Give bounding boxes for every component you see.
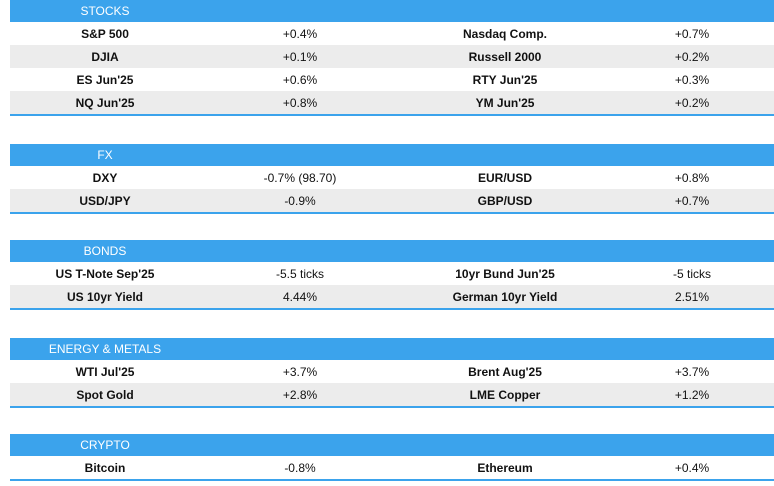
instrument-name: YM Jun'25 [475,95,535,110]
section-header: STOCKS [10,0,774,22]
section-title: CRYPTO [80,438,130,452]
crypto-section: CRYPTO Bitcoin -0.8% Ethereum +0.4% [10,434,774,481]
section-divider [10,212,774,214]
instrument-value: -5.5 ticks [275,266,324,281]
stocks-section: STOCKS S&P 500 +0.4% Nasdaq Comp. +0.7% … [10,0,774,116]
instrument-value: 4.44% [282,289,318,304]
instrument-name: WTI Jul'25 [75,364,135,379]
section-title: ENERGY & METALS [48,342,162,356]
table-row: Bitcoin -0.8% Ethereum +0.4% [10,456,774,479]
instrument-value: +2.8% [282,387,318,402]
instrument-name: EUR/USD [477,170,532,185]
instrument-name: DXY [92,170,118,185]
instrument-value: +0.2% [674,49,710,64]
instrument-value: +3.7% [282,364,318,379]
table-row: US 10yr Yield 4.44% German 10yr Yield 2.… [10,285,774,308]
instrument-value: +0.7% [674,26,710,41]
instrument-value: +0.8% [674,170,710,185]
instrument-name: US 10yr Yield [66,289,144,304]
table-row: DJIA +0.1% Russell 2000 +0.2% [10,45,774,68]
instrument-name: DJIA [91,49,119,64]
instrument-name: Ethereum [477,460,533,475]
instrument-value: -0.9% [284,193,316,208]
instrument-name: German 10yr Yield [452,289,558,304]
instrument-name: GBP/USD [477,193,533,208]
instrument-name: LME Copper [469,387,541,402]
instrument-name: S&P 500 [81,26,129,41]
instrument-name: US T-Note Sep'25 [55,266,155,281]
section-title: STOCKS [80,4,130,18]
table-row: DXY -0.7% (98.70) EUR/USD +0.8% [10,166,774,189]
fx-section: FX DXY -0.7% (98.70) EUR/USD +0.8% USD/J… [10,144,774,214]
section-title: FX [97,148,113,162]
instrument-value: +0.1% [282,49,318,64]
section-header: CRYPTO [10,434,774,456]
instrument-value: -0.7% (98.70) [263,170,337,185]
instrument-value: +1.2% [674,387,710,402]
instrument-name: Brent Aug'25 [468,364,542,379]
instrument-name: RTY Jun'25 [472,72,538,87]
instrument-name: ES Jun'25 [76,72,134,87]
instrument-value: +3.7% [674,364,710,379]
instrument-value: +0.4% [282,26,318,41]
instrument-name: 10yr Bund Jun'25 [455,266,555,281]
instrument-name: NQ Jun'25 [75,95,135,110]
instrument-value: +0.6% [282,72,318,87]
instrument-value: +0.2% [674,95,710,110]
energy-metals-section: ENERGY & METALS WTI Jul'25 +3.7% Brent A… [10,338,774,408]
table-row: Spot Gold +2.8% LME Copper +1.2% [10,383,774,406]
table-row: USD/JPY -0.9% GBP/USD +0.7% [10,189,774,212]
section-header: ENERGY & METALS [10,338,774,360]
instrument-name: USD/JPY [79,193,131,208]
section-divider [10,114,774,116]
section-divider [10,308,774,310]
instrument-name: Bitcoin [84,460,126,475]
bonds-section: BONDS US T-Note Sep'25 -5.5 ticks 10yr B… [10,240,774,310]
section-divider [10,406,774,408]
instrument-name: Nasdaq Comp. [462,26,547,41]
instrument-value: +0.7% [674,193,710,208]
table-row: US T-Note Sep'25 -5.5 ticks 10yr Bund Ju… [10,262,774,285]
section-header: FX [10,144,774,166]
instrument-value: -5 ticks [672,266,711,281]
instrument-name: Spot Gold [76,387,134,402]
section-divider [10,479,774,481]
instrument-value: +0.4% [674,460,710,475]
table-row: ES Jun'25 +0.6% RTY Jun'25 +0.3% [10,68,774,91]
table-row: NQ Jun'25 +0.8% YM Jun'25 +0.2% [10,91,774,114]
instrument-value: 2.51% [674,289,710,304]
section-title: BONDS [83,244,127,258]
table-row: S&P 500 +0.4% Nasdaq Comp. +0.7% [10,22,774,45]
instrument-value: +0.8% [282,95,318,110]
section-header: BONDS [10,240,774,262]
instrument-value: +0.3% [674,72,710,87]
instrument-value: -0.8% [284,460,316,475]
table-row: WTI Jul'25 +3.7% Brent Aug'25 +3.7% [10,360,774,383]
instrument-name: Russell 2000 [468,49,542,64]
